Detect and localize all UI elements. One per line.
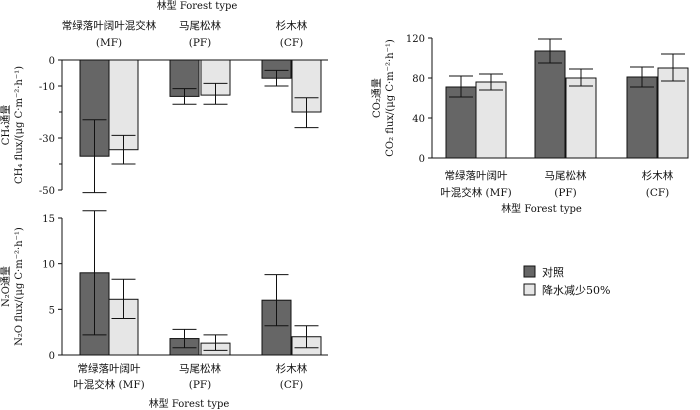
legend-swatch-reduction: [523, 283, 536, 296]
category-label: (CF): [280, 37, 304, 49]
y-tick-label: 40: [412, 114, 425, 125]
bar-reduction-2: [565, 77, 597, 159]
category-label: 马尾松林: [179, 19, 221, 32]
bar-reduction-1: [475, 81, 507, 159]
legend-label-reduction: 降水减少50%: [542, 283, 610, 297]
category-label: 常绿落叶阔叶: [78, 362, 141, 375]
category-label: 马尾松林: [545, 169, 587, 182]
bar-reduction-3: [657, 67, 689, 159]
category-label: (CF): [646, 187, 670, 199]
category-label: 叶混交林 (MF): [440, 186, 512, 199]
y-tick-label: 15: [42, 214, 55, 225]
bar-control-1: [445, 86, 477, 159]
bar-control-2: [534, 50, 566, 159]
y-tick-label: -50: [39, 186, 55, 197]
category-label: 杉木林: [642, 169, 674, 182]
category-label: 杉木林: [276, 19, 308, 32]
category-label: (CF): [280, 379, 304, 391]
category-label: (MF): [96, 37, 122, 49]
y-tick-label: 10: [42, 260, 55, 271]
y-tick-label: 5: [49, 305, 55, 316]
y-tick-label: -10: [39, 82, 55, 93]
category-label: 叶混交林 (MF): [73, 378, 145, 391]
category-label: 马尾松林: [179, 362, 221, 375]
y-tick-label: 120: [406, 34, 425, 45]
y-tick-label: -30: [39, 134, 55, 145]
legend: 对照 降水减少50%: [523, 265, 610, 297]
y-tick-label: 0: [49, 56, 55, 67]
y-axis-label: N₂O flux/(μg C·m⁻²·h⁻¹): [14, 227, 25, 346]
bar-reduction-1: [108, 59, 139, 151]
category-label: 杉木林: [276, 362, 308, 375]
x-axis-label: 林型 Forest type: [149, 397, 230, 410]
legend-swatch-control: [523, 265, 536, 278]
x-axis-label: 林型 Forest type: [501, 202, 582, 215]
chart-title: 林型 Forest type: [157, 0, 238, 12]
y-tick-label: 0: [49, 351, 55, 362]
y-tick-label: 80: [412, 74, 425, 85]
y-axis-label: CO₂通量: [371, 78, 383, 118]
y-axis-label: CH₄通量: [0, 105, 12, 145]
category-label: (PF): [189, 379, 212, 391]
y-axis-label: CH₄ flux/(μg C·m⁻²·h⁻¹): [14, 66, 25, 184]
bar-control-3: [626, 76, 658, 159]
category-label: 常绿落叶阔叶: [445, 169, 508, 182]
category-label: (PF): [554, 187, 577, 199]
category-label: (PF): [189, 37, 212, 49]
y-tick-label: 0: [419, 154, 425, 165]
category-label: 常绿落叶阔叶混交林: [62, 19, 157, 32]
y-axis-label: CO₂ flux/(μg C·m⁻²·h⁻¹): [385, 39, 396, 157]
legend-label-control: 对照: [542, 265, 564, 279]
y-axis-label: N₂O通量: [0, 266, 12, 307]
